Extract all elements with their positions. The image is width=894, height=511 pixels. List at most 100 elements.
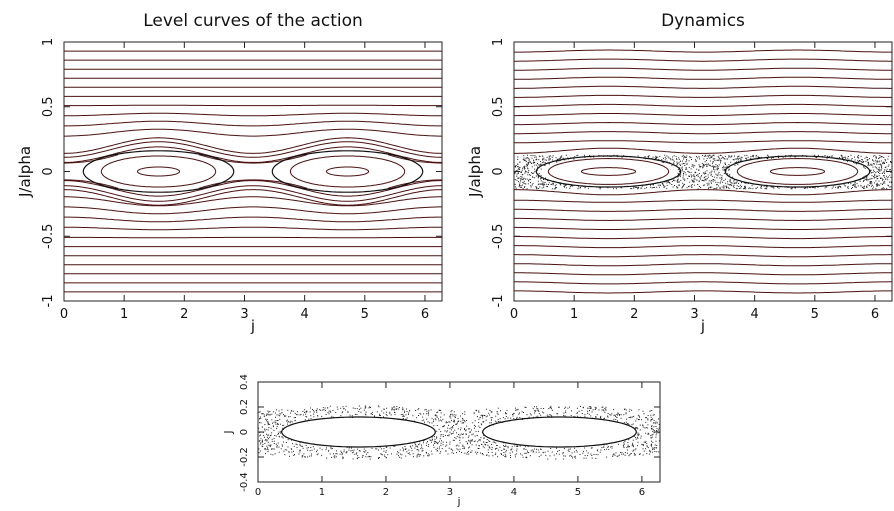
chaotic-point [266,413,268,415]
chaotic-point [548,163,550,165]
chaotic-point [637,188,639,190]
chaotic-point [878,175,880,177]
chaotic-point [677,181,679,183]
orbit-line [514,147,892,154]
chaotic-point [681,168,683,170]
chaotic-point [652,418,654,420]
chaotic-point [308,418,310,420]
chaotic-point [686,187,688,189]
chaotic-point [296,444,298,446]
chaotic-point [274,412,276,414]
chaotic-point [620,187,622,189]
chaotic-point [728,174,730,176]
chaotic-point [630,416,632,418]
chaotic-point [292,443,294,445]
chaotic-point [873,163,874,165]
chaotic-point [521,454,523,456]
x-tick-label: 5 [361,307,369,322]
chaotic-point [595,454,597,455]
chaotic-point [530,163,532,165]
chaotic-point [368,455,370,457]
chaotic-point [564,415,566,417]
chaotic-point [467,447,469,449]
chaotic-point [704,161,706,163]
chaotic-point [317,415,319,417]
chaotic-point [526,178,528,180]
chaotic-point [269,446,271,448]
chaotic-point [350,450,352,452]
chaotic-point [276,420,278,422]
chaotic-point [873,160,875,162]
chaotic-point [403,415,405,417]
chaotic-point [639,416,641,418]
chaotic-point [270,444,272,446]
chaotic-point [698,169,699,171]
chaotic-point [809,186,810,188]
chaotic-point [522,456,524,458]
chaotic-point [526,157,528,159]
chaotic-point [391,453,392,455]
chaotic-point [713,158,715,160]
chaotic-point [570,414,572,416]
chaotic-point [876,168,878,170]
chaotic-point [621,156,623,158]
chaotic-point [731,155,733,157]
chaotic-point [441,440,442,442]
chaotic-point [542,185,544,187]
chaotic-point [546,414,548,416]
chaotic-point [651,425,653,427]
chaotic-point [613,453,615,455]
chaotic-point [523,166,525,168]
chaotic-point [882,162,884,164]
chaotic-point [351,449,353,451]
chaotic-point [405,455,407,457]
chaotic-point [866,176,868,178]
chaotic-point [790,188,792,190]
chaotic-point [718,171,720,173]
chaotic-point [412,456,414,458]
chaotic-point [419,441,421,443]
chaotic-point [454,437,456,439]
chaotic-point [423,419,425,421]
chaotic-point [525,159,527,161]
chaotic-point [712,154,714,156]
chaotic-point [276,414,278,416]
chaotic-point [467,442,469,444]
chaotic-point [294,412,296,414]
chaotic-point [443,414,445,416]
chaotic-point [462,413,464,415]
chaotic-point [710,155,712,157]
chaotic-point [341,412,343,414]
chaotic-point [647,427,649,429]
chaotic-point [678,157,680,159]
chaotic-point [470,442,471,444]
chaotic-point [854,162,856,164]
chaotic-point [533,160,535,162]
chaotic-point [890,181,892,183]
chaotic-point [543,157,545,159]
chaotic-point [412,445,414,447]
chaotic-point [516,417,518,419]
orbit-line [514,85,892,89]
chaotic-point [321,415,323,417]
chaotic-point [705,173,707,175]
chaotic-point [571,410,572,412]
chaotic-point [436,425,438,426]
chaotic-point [605,408,607,410]
chaotic-point [540,180,542,182]
chaotic-point [636,427,638,429]
chaotic-point [548,182,550,184]
chaotic-point [460,429,461,431]
chaotic-point [629,408,631,410]
separatrix [387,154,442,164]
chaotic-point [681,155,683,157]
chaotic-point [635,428,637,429]
chaotic-point [871,182,873,184]
chaotic-point [459,439,461,441]
chaotic-point [887,155,889,157]
chaotic-point [703,180,705,182]
chaotic-point [677,179,678,181]
x-axis-label: j [700,317,705,335]
chaotic-point [766,158,768,159]
chaotic-point [322,407,324,409]
